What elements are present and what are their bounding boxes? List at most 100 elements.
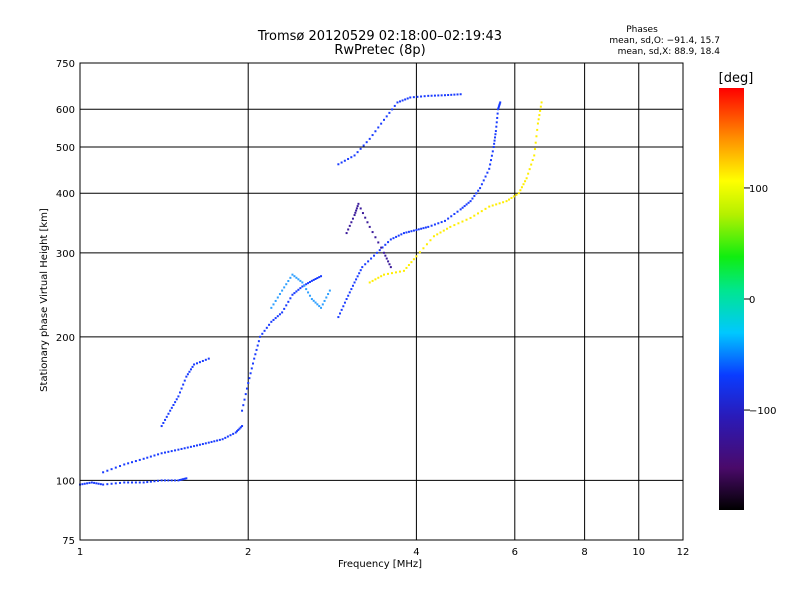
echo-point <box>425 243 428 246</box>
echo-point <box>95 482 98 485</box>
echo-point <box>102 471 105 474</box>
echo-point <box>241 409 244 412</box>
echo-point <box>314 277 317 280</box>
echo-point <box>385 115 388 118</box>
echo-point <box>453 93 456 96</box>
echo-point <box>86 482 89 485</box>
echo-point <box>142 481 145 484</box>
echo-point <box>245 387 248 390</box>
echo-point <box>512 195 515 198</box>
echo-point <box>299 287 302 290</box>
echo-point <box>153 454 156 457</box>
echo-point <box>218 438 221 441</box>
echo-point <box>365 141 368 144</box>
echo-point <box>174 401 177 404</box>
echo-point <box>204 358 207 361</box>
echo-point <box>469 200 472 203</box>
echo-point <box>493 139 496 142</box>
echo-point <box>316 303 319 306</box>
echo-point <box>450 215 453 218</box>
echo-point <box>182 383 185 386</box>
echo-point <box>287 280 290 283</box>
echo-point <box>249 372 252 375</box>
echo-point <box>401 99 404 102</box>
echo-point <box>162 421 165 424</box>
echo-point <box>157 453 160 456</box>
echo-point <box>177 395 180 398</box>
echo-point <box>494 130 497 133</box>
echo-point <box>307 291 310 294</box>
echo-point <box>422 247 425 250</box>
echo-point <box>268 323 271 326</box>
echo-point <box>459 93 462 96</box>
y-tick-label: 75 <box>62 536 75 547</box>
echo-point <box>274 299 277 302</box>
echo-point <box>343 159 346 162</box>
echo-point <box>495 203 498 206</box>
echo-point <box>134 460 137 463</box>
echo-point <box>191 365 194 368</box>
echo-point <box>384 254 387 257</box>
echo-point <box>427 225 430 228</box>
echo-point <box>370 257 373 260</box>
echo-point <box>170 406 173 409</box>
echo-point <box>351 284 354 287</box>
echo-point <box>342 305 345 308</box>
echo-point <box>110 482 113 485</box>
echo-point <box>539 105 542 108</box>
echo-point <box>265 326 268 329</box>
echo-point <box>377 126 380 129</box>
echo-point <box>498 104 501 107</box>
echo-point <box>383 273 386 276</box>
echo-point <box>301 281 304 284</box>
echo-point <box>534 141 537 144</box>
x-tick-labels: 1 2 4 6 8 10 12 <box>77 547 690 558</box>
echo-point <box>380 122 383 125</box>
echo-point <box>417 228 420 231</box>
echo-point <box>123 481 126 484</box>
echo-point <box>537 118 540 121</box>
echo-point <box>488 205 491 208</box>
echo-point <box>327 293 330 296</box>
echo-point <box>138 481 141 484</box>
echo-point <box>459 208 462 211</box>
echo-point <box>343 301 346 304</box>
echo-point <box>477 189 480 192</box>
echo-point <box>237 428 240 431</box>
echo-point <box>527 172 530 175</box>
echo-point <box>505 200 508 203</box>
echo-point <box>180 447 183 450</box>
echo-point <box>195 444 198 447</box>
echo-point <box>272 318 275 321</box>
echo-point <box>276 315 279 318</box>
echo-point <box>348 224 351 227</box>
echo-point <box>316 277 319 280</box>
echo-point <box>533 148 536 151</box>
echo-point <box>180 387 183 390</box>
echo-point <box>356 151 359 154</box>
echo-point <box>388 263 391 266</box>
echo-point <box>185 375 188 378</box>
echo-point <box>285 283 288 286</box>
echo-point <box>482 179 485 182</box>
echo-point <box>502 201 505 204</box>
echo-point <box>374 130 377 133</box>
echo-point <box>90 481 93 484</box>
echo-point <box>274 317 277 320</box>
echo-point <box>412 96 415 99</box>
echo-point <box>337 316 340 319</box>
echo-point <box>285 304 288 307</box>
echo-point <box>465 218 468 221</box>
echo-point <box>536 128 539 131</box>
echo-point <box>361 212 364 215</box>
echo-point <box>301 285 304 288</box>
echo-point <box>430 94 433 97</box>
echo-point <box>226 435 229 438</box>
echo-point <box>439 231 442 234</box>
colorbar-ticks: −100 0 100 <box>744 184 776 417</box>
echo-point <box>402 269 405 272</box>
echo-point <box>371 134 374 137</box>
echo-point <box>186 446 189 449</box>
echo-point <box>480 183 483 186</box>
echo-point <box>449 225 452 228</box>
